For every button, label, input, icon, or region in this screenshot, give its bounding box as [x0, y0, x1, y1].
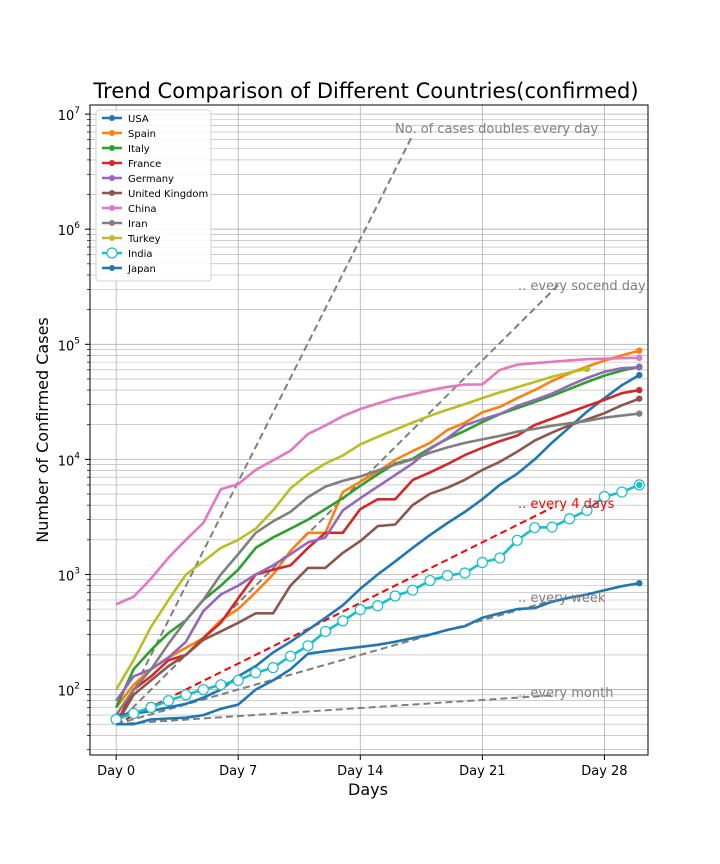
- legend-label: Japan: [127, 264, 156, 275]
- series-lines: [110, 347, 645, 726]
- x-tick-label: Day 14: [337, 764, 383, 779]
- series-line-turkey: [115, 367, 588, 691]
- reference-line: [116, 694, 553, 726]
- data-point: [563, 513, 576, 525]
- series-line-japan: [116, 581, 640, 726]
- data-point: [441, 569, 454, 582]
- legend-swatch-marker: [109, 115, 115, 121]
- y-tick-label: 107: [58, 106, 80, 124]
- series-line-china: [115, 356, 640, 606]
- legend: USA Spain Italy France Germany United Kingdom…: [95, 109, 212, 282]
- data-point: [598, 490, 611, 503]
- legend-label: France: [128, 159, 161, 170]
- chart-title: Trend Comparison of Different Countries(…: [92, 79, 638, 103]
- data-point: [319, 625, 332, 638]
- y-tick-label: 105: [58, 336, 80, 354]
- reference-line-label: .. every 4 days: [518, 497, 615, 512]
- series-end-marker: [583, 365, 591, 373]
- legend-swatch-marker: [109, 265, 115, 271]
- series-end-marker: [636, 354, 643, 362]
- series-end-marker: [636, 579, 643, 587]
- reference-line-label: .. every week: [518, 591, 606, 606]
- legend-swatch-marker: [109, 145, 115, 151]
- x-tick-label: Day 0: [97, 764, 135, 779]
- legend-swatch-marker: [109, 235, 115, 241]
- y-axis-label: Number of Confirmed Cases: [33, 317, 52, 543]
- y-tick-label: 102: [58, 682, 80, 700]
- data-point: [372, 600, 384, 612]
- legend-swatch-marker: [106, 247, 118, 259]
- reference-line-label: .. every socend day: [518, 279, 646, 294]
- reference-line-label: .. every month: [518, 686, 613, 701]
- legend-label: India: [128, 249, 153, 260]
- data-point: [389, 590, 401, 602]
- legend-label: Spain: [128, 129, 156, 140]
- legend-label: Turkey: [127, 234, 161, 245]
- x-tick-label: Day 28: [581, 764, 627, 779]
- data-point: [110, 713, 122, 726]
- legend-label: Germany: [128, 174, 174, 185]
- series-line-germany: [115, 366, 640, 702]
- data-point: [284, 650, 297, 662]
- legend-swatch-marker: [109, 190, 115, 196]
- series-end-marker: [636, 347, 643, 354]
- x-tick-label: Day 21: [459, 764, 505, 779]
- data-point: [476, 556, 488, 569]
- plot-area: Day 0 Day 7 Day 14 Day 21 Day 28 102 103 104 105…: [58, 104, 649, 779]
- series-line-usa: [116, 373, 640, 717]
- axes-frame: [89, 104, 649, 756]
- data-point: [424, 574, 436, 587]
- data-point: [406, 584, 419, 596]
- y-tick-label: 106: [58, 221, 81, 239]
- data-point: [354, 604, 366, 616]
- series-line-iran: [115, 412, 640, 716]
- series-end-marker: [636, 395, 643, 402]
- data-point: [529, 522, 541, 534]
- legend-label: USA: [128, 114, 149, 125]
- legend-label: Italy: [128, 144, 150, 155]
- data-point: [127, 707, 140, 720]
- data-point: [267, 662, 279, 674]
- series-end-marker: [636, 386, 643, 394]
- x-tick-label: Day 7: [219, 764, 257, 779]
- series-end-marker: [636, 410, 643, 417]
- data-point: [337, 615, 349, 627]
- x-axis-label: Days: [348, 780, 388, 799]
- data-point: [180, 689, 192, 701]
- reference-line-label: No. of cases doubles every day: [395, 122, 598, 137]
- data-point: [162, 695, 175, 707]
- series-end-marker: [636, 364, 643, 371]
- legend-label: United Kingdom: [128, 189, 208, 200]
- data-point: [145, 701, 157, 713]
- y-tick-label: 104: [58, 451, 81, 469]
- legend-label: Iran: [128, 219, 148, 230]
- legend-swatch-marker: [109, 220, 115, 226]
- data-point: [616, 486, 628, 498]
- legend-label: China: [128, 204, 157, 215]
- legend-swatch-marker: [109, 205, 115, 211]
- data-point: [302, 640, 314, 652]
- data-point: [232, 674, 244, 687]
- y-tick-label: 103: [58, 566, 80, 584]
- data-point: [494, 552, 506, 564]
- reference-line: [115, 599, 553, 726]
- data-point: [581, 504, 593, 517]
- legend-swatch-marker: [109, 130, 115, 136]
- legend-swatch-marker: [109, 160, 115, 166]
- data-point: [511, 534, 523, 546]
- data-point: [250, 667, 262, 679]
- data-point: [215, 679, 227, 691]
- legend-box: [95, 109, 212, 282]
- series-end-marker: [636, 371, 643, 379]
- series-end-marker: [636, 481, 643, 489]
- legend-swatch-marker: [109, 175, 115, 181]
- data-point: [197, 683, 209, 696]
- data-point: [459, 567, 471, 579]
- data-point: [546, 521, 558, 533]
- series-line-france: [115, 388, 640, 725]
- reference-line: [115, 506, 553, 726]
- series-line-united-kingdom: [115, 397, 640, 725]
